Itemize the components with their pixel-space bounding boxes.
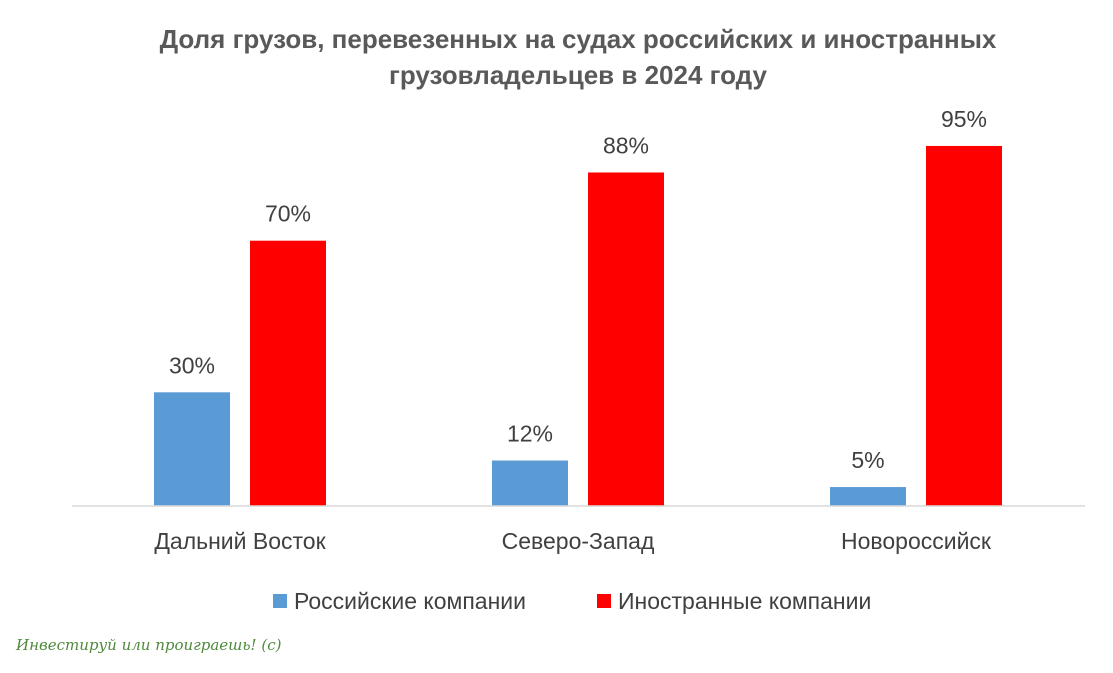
legend-swatch <box>597 594 611 608</box>
legend-item: Иностранные компании <box>597 588 871 614</box>
legend: Российские компании Иностранные компании <box>273 588 871 614</box>
category-labels: Дальний Восток Северо-Запад Новороссийск <box>154 528 992 554</box>
category-label: Дальний Восток <box>154 528 326 554</box>
data-label: 12% <box>507 421 553 447</box>
watermark-signature: Инвестируй или проиграешь! (с) <box>15 636 282 654</box>
bar-foreign-1 <box>588 172 664 507</box>
legend-item: Российские компании <box>273 588 526 614</box>
category-label: Северо-Запад <box>502 528 655 554</box>
legend-label: Иностранные компании <box>618 588 871 614</box>
plot-area: 30% 12% 5% 70% 88% 95% <box>154 106 1002 507</box>
bar-foreign-2 <box>926 145 1002 506</box>
category-label: Новороссийск <box>841 528 992 554</box>
data-label: 5% <box>851 447 884 473</box>
legend-swatch <box>273 594 287 608</box>
data-label: 95% <box>941 106 987 132</box>
bar-russian-1 <box>492 460 568 506</box>
chart-title-line-1: Доля грузов, перевезенных на судах росси… <box>160 24 997 54</box>
chart-title: Доля грузов, перевезенных на судах росси… <box>160 24 997 90</box>
data-label: 70% <box>265 201 311 227</box>
legend-label: Российские компании <box>294 588 526 614</box>
bar-foreign-0 <box>250 240 326 506</box>
data-label: 88% <box>603 132 649 158</box>
data-label: 30% <box>169 352 215 378</box>
chart-title-line-2: грузовладельцев в 2024 году <box>389 60 767 90</box>
bar-russian-2 <box>830 487 906 506</box>
bar-russian-0 <box>154 392 230 506</box>
